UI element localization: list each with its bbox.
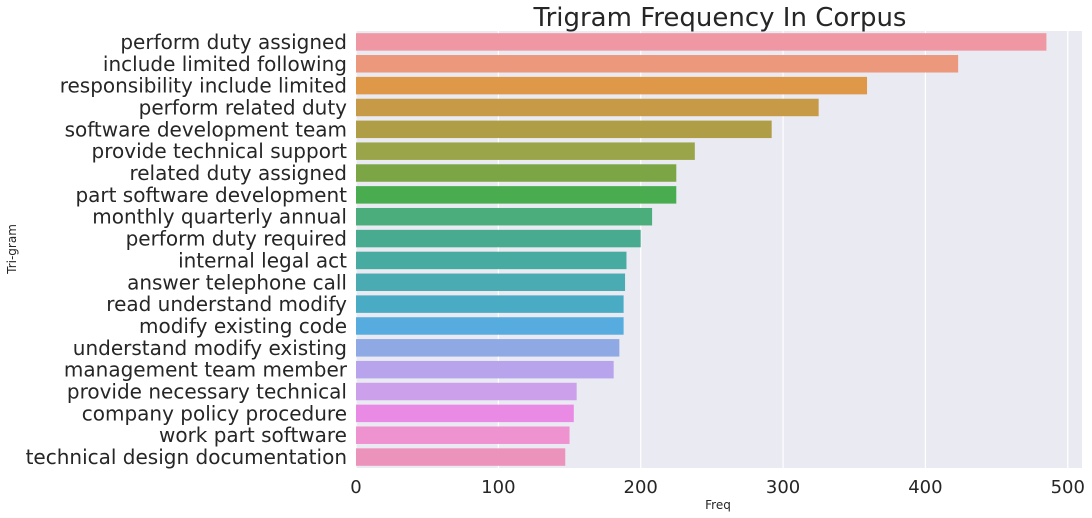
bar: [356, 251, 627, 270]
category-label: read understand modify: [106, 292, 347, 316]
category-label: perform duty assigned: [120, 30, 347, 54]
category-label: technical design documentation: [26, 445, 347, 469]
bar: [356, 142, 695, 160]
bar: [356, 120, 772, 139]
x-tick-label: 100: [481, 477, 515, 498]
bar: [356, 207, 653, 226]
bar: [356, 186, 677, 204]
category-label: modify existing code: [139, 314, 347, 338]
category-label: perform related duty: [139, 95, 348, 119]
chart-title: Trigram Frequency In Corpus: [533, 3, 907, 33]
bar: [356, 317, 624, 335]
category-label: provide technical support: [92, 139, 348, 163]
category-label: understand modify existing: [73, 336, 347, 360]
category-label: provide necessary technical: [67, 380, 347, 404]
category-label: perform duty required: [126, 227, 347, 251]
x-tick-label: 400: [908, 477, 942, 498]
x-axis-title: Freq: [705, 498, 731, 512]
x-tick-labels: 0 100 200 300 400 500: [350, 477, 1085, 498]
y-axis-title: Tri-gram: [5, 224, 19, 275]
plot-area: [356, 31, 1082, 468]
bar: [356, 360, 614, 379]
category-label: related duty assigned: [129, 161, 347, 185]
category-label: include limited following: [103, 52, 347, 76]
category-label: software development team: [65, 117, 347, 141]
bar: [356, 164, 677, 182]
bar: [356, 229, 641, 248]
bar: [356, 339, 620, 357]
bar: [356, 448, 566, 466]
x-tick-label: 200: [624, 477, 658, 498]
bar: [356, 295, 624, 313]
bar: [356, 426, 570, 444]
bar: [356, 382, 577, 401]
x-tick-label: 300: [766, 477, 800, 498]
category-label: answer telephone call: [127, 270, 347, 294]
bars: [356, 33, 1047, 466]
category-label: internal legal act: [178, 248, 347, 272]
bar: [356, 98, 819, 117]
bar: [356, 33, 1047, 51]
category-label: part software development: [75, 183, 347, 207]
bar: [356, 55, 959, 73]
x-tick-label: 0: [350, 477, 361, 498]
category-label: company policy procedure: [82, 401, 347, 425]
bar: [356, 273, 626, 292]
category-label: responsibility include limited: [60, 74, 347, 98]
category-label: monthly quarterly annual: [92, 205, 347, 229]
bar: [356, 404, 574, 423]
bar: [356, 76, 868, 95]
x-tick-label: 500: [1051, 477, 1085, 498]
category-label: work part software: [159, 423, 347, 447]
category-label: management team member: [64, 358, 348, 382]
